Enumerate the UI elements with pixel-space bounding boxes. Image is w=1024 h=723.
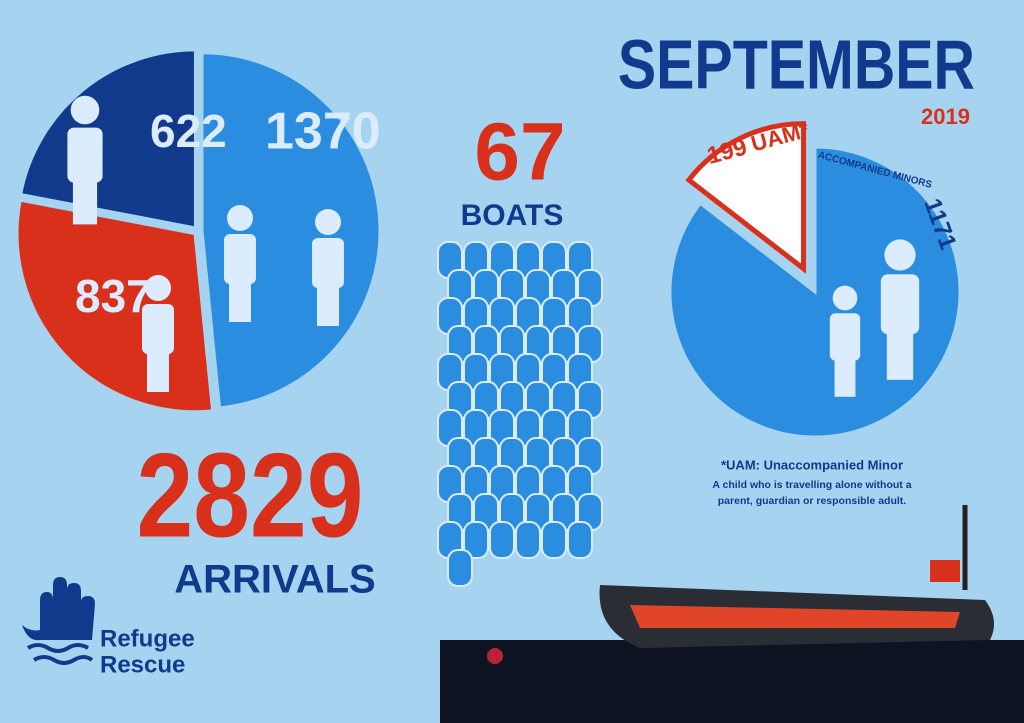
person-icon (147, 350, 169, 392)
person-icon (224, 234, 256, 284)
arrivals-label: ARRIVALS (174, 558, 375, 602)
person-icon (70, 95, 100, 125)
person-icon (880, 274, 920, 335)
note-line: parent, guardian or responsible adult. (718, 495, 907, 507)
person-icon (884, 239, 916, 271)
boat-icon (541, 521, 567, 559)
person-icon (145, 275, 171, 301)
person-icon (67, 127, 103, 183)
person-icon (312, 238, 344, 288)
boat-icon (463, 521, 489, 559)
logo-text: Refugee (100, 625, 195, 652)
boats-label: BOATS (461, 199, 564, 232)
boat-pictogram (437, 241, 603, 587)
pie-slice (18, 48, 197, 230)
person-icon (227, 205, 253, 231)
rescue-boat (440, 505, 1024, 723)
pie-slice (685, 121, 807, 274)
boat-icon (515, 521, 541, 559)
boats-count: 67 (474, 107, 565, 198)
person-icon (832, 285, 858, 311)
year: 2019 (921, 104, 970, 129)
person-icon (315, 209, 341, 235)
slice-value: 622 (150, 105, 227, 157)
person-icon (829, 313, 861, 361)
logo-text: Rescue (100, 651, 185, 678)
arrivals-count: 2829 (137, 428, 364, 563)
logo-hand (22, 577, 95, 665)
person-icon (72, 178, 98, 225)
note-line: A child who is travelling alone without … (712, 479, 911, 491)
person-icon (229, 280, 251, 322)
person-icon (886, 329, 914, 380)
note-title: *UAM: Unaccompanied Minor (721, 457, 903, 472)
boat-icon (489, 521, 515, 559)
person-icon (834, 356, 856, 397)
person-icon (142, 304, 174, 354)
slice-value: 837 (75, 270, 152, 322)
boat-icon (567, 521, 593, 559)
slice-value: 1370 (265, 103, 381, 161)
title: SEPTEMBER (618, 25, 975, 104)
boat-icon (447, 549, 473, 587)
person-icon (317, 284, 339, 326)
